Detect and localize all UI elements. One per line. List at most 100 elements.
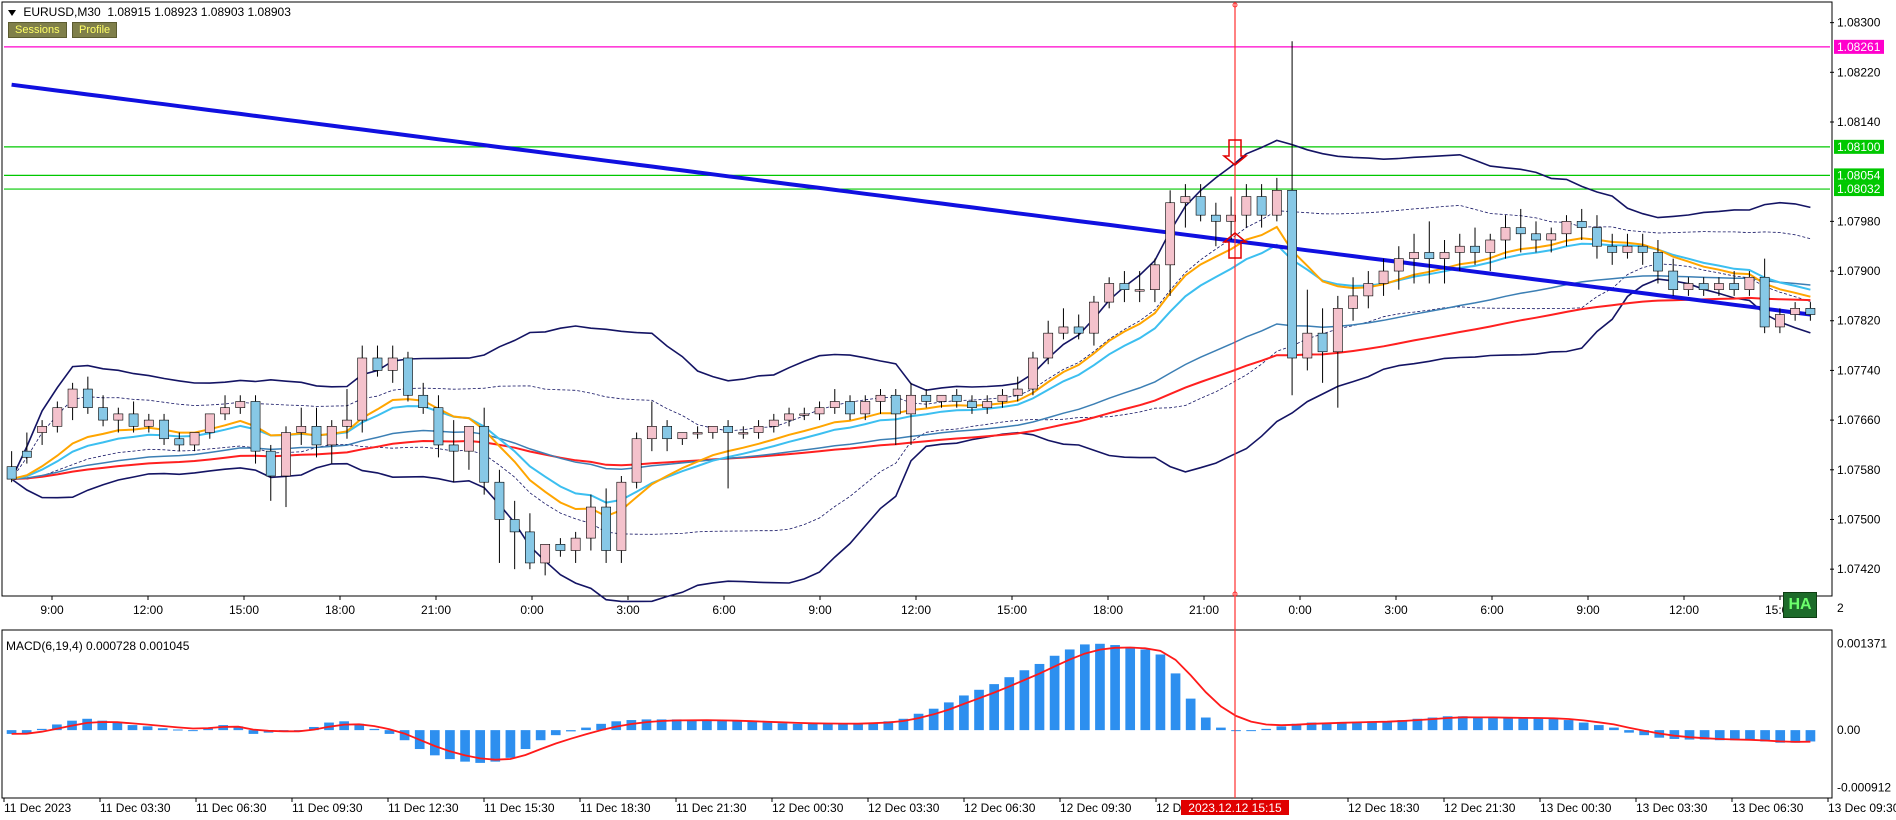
macd-histogram-bar	[1684, 730, 1695, 740]
macd-histogram-bar	[1427, 717, 1438, 731]
candle-body	[692, 432, 703, 435]
macd-histogram-bar	[792, 723, 803, 731]
macd-histogram-bar	[309, 726, 319, 731]
candle-body	[37, 426, 47, 433]
crosshair-top-dot	[1232, 2, 1238, 8]
macd-histogram-bar	[1246, 730, 1256, 732]
macd-histogram-bar	[21, 730, 32, 734]
candle-body	[1759, 276, 1770, 328]
candle-body	[1150, 264, 1160, 290]
candle-body	[1592, 227, 1602, 247]
macd-histogram-bar	[550, 730, 561, 736]
x-tick-label: 0:00	[1288, 603, 1312, 617]
macd-histogram-bar	[429, 730, 440, 756]
symbol-label: EURUSD,M30	[23, 5, 101, 19]
candle-body	[1332, 308, 1343, 353]
x-tick-label: 3:00	[616, 603, 640, 617]
candle-body	[707, 426, 718, 433]
candle-body	[1775, 314, 1785, 328]
level-price-label: 1.08100	[1837, 140, 1881, 154]
candle-body	[738, 432, 749, 435]
x-tick-label: 21:00	[421, 603, 451, 617]
macd-histogram-bar	[1306, 722, 1317, 731]
candle-body	[1363, 283, 1374, 297]
candle-body	[372, 357, 383, 371]
macd-x-tick-label: 12 Dec 00:30	[772, 801, 844, 815]
dropdown-triangle-icon[interactable]	[8, 9, 16, 16]
x-tick-label: 15:00	[997, 603, 1027, 617]
candle-body	[646, 426, 657, 440]
macd-histogram-bar	[1457, 716, 1468, 731]
candle-body	[631, 438, 642, 483]
candle-body	[342, 419, 352, 427]
sell-arrow-icon	[1221, 139, 1249, 166]
candle-body	[1439, 252, 1450, 259]
profile-button[interactable]: Profile	[72, 22, 118, 38]
level-price-tag	[1834, 39, 1884, 54]
x-tick-label: 18:00	[1093, 603, 1123, 617]
candle-body	[82, 388, 93, 408]
y-tick-label: 1.07980	[1837, 214, 1881, 228]
crosshair-time-label: 2023.12.12 15:15	[1188, 801, 1282, 815]
candle-body	[67, 388, 78, 408]
candle-body	[143, 419, 154, 427]
ha-badge[interactable]: HA	[1783, 592, 1817, 618]
candle-body	[1622, 245, 1633, 253]
candle-body	[677, 432, 688, 440]
candle-body	[387, 357, 398, 371]
macd-x-tick-label: 13 Dec 03:30	[1636, 801, 1708, 815]
macd-histogram-bar	[1714, 730, 1725, 741]
macd-histogram-bar	[82, 718, 92, 731]
macd-x-tick-label: 12 Dec 21:30	[1444, 801, 1516, 815]
macd-histogram-bar	[626, 720, 637, 731]
macd-histogram-bar	[1367, 721, 1377, 731]
macd-histogram-bar	[1488, 717, 1498, 731]
macd-histogram-bar	[1216, 727, 1226, 731]
macd-histogram-bar	[1775, 730, 1786, 743]
candle-body	[662, 426, 672, 440]
macd-histogram-bar	[1261, 728, 1272, 731]
macd-histogram-bar	[1518, 718, 1529, 731]
candle-body	[1317, 332, 1328, 353]
candle-body	[860, 401, 871, 415]
candle-body	[921, 394, 932, 402]
x-tick-label: 15:00	[229, 603, 259, 617]
macd-histogram-bar	[1442, 716, 1453, 731]
candle-body	[1104, 283, 1115, 303]
candle-body	[1256, 196, 1267, 216]
macd-histogram-bar	[1624, 730, 1634, 733]
candle-body	[936, 394, 947, 402]
candle-body	[1637, 245, 1648, 253]
ohlc-values: 1.08915 1.08923 1.08903 1.08903	[107, 5, 291, 19]
macd-histogram-bar	[127, 725, 138, 731]
candle-body	[1165, 202, 1176, 266]
candle-body	[159, 419, 169, 440]
x-tick-label: 3:00	[1384, 603, 1408, 617]
level-price-label: 1.08032	[1837, 182, 1881, 196]
trend-line	[11, 82, 1811, 317]
candle-body	[875, 394, 886, 402]
macd-histogram-bar	[535, 730, 546, 741]
candle-body	[890, 394, 901, 415]
candle-body	[204, 413, 215, 433]
level-price-tag	[1834, 168, 1884, 183]
macd-histogram-bar	[777, 723, 788, 731]
candle-body	[326, 426, 337, 446]
macd-x-tick-label: 11 Dec 21:30	[676, 801, 747, 815]
macd-axis-label: 0.001371	[1837, 637, 1887, 651]
candle-body	[1485, 239, 1496, 253]
macd-histogram-bar	[157, 728, 168, 731]
macd-histogram-bar	[173, 729, 183, 731]
candle-body	[52, 407, 63, 427]
macd-histogram-bar	[853, 723, 863, 731]
candle-body	[235, 401, 246, 408]
sessions-button[interactable]: Sessions	[8, 22, 67, 38]
candle-body	[433, 407, 444, 446]
candle-body	[1180, 196, 1191, 204]
macd-histogram-bar	[339, 721, 349, 731]
macd-histogram-bar	[1110, 645, 1120, 731]
macd-x-tick-label: 12 Dec 09:30	[1060, 801, 1132, 815]
x-tick-label: 9:00	[808, 603, 832, 617]
candle-body	[1302, 332, 1313, 359]
macd-histogram-bar	[1609, 727, 1619, 731]
